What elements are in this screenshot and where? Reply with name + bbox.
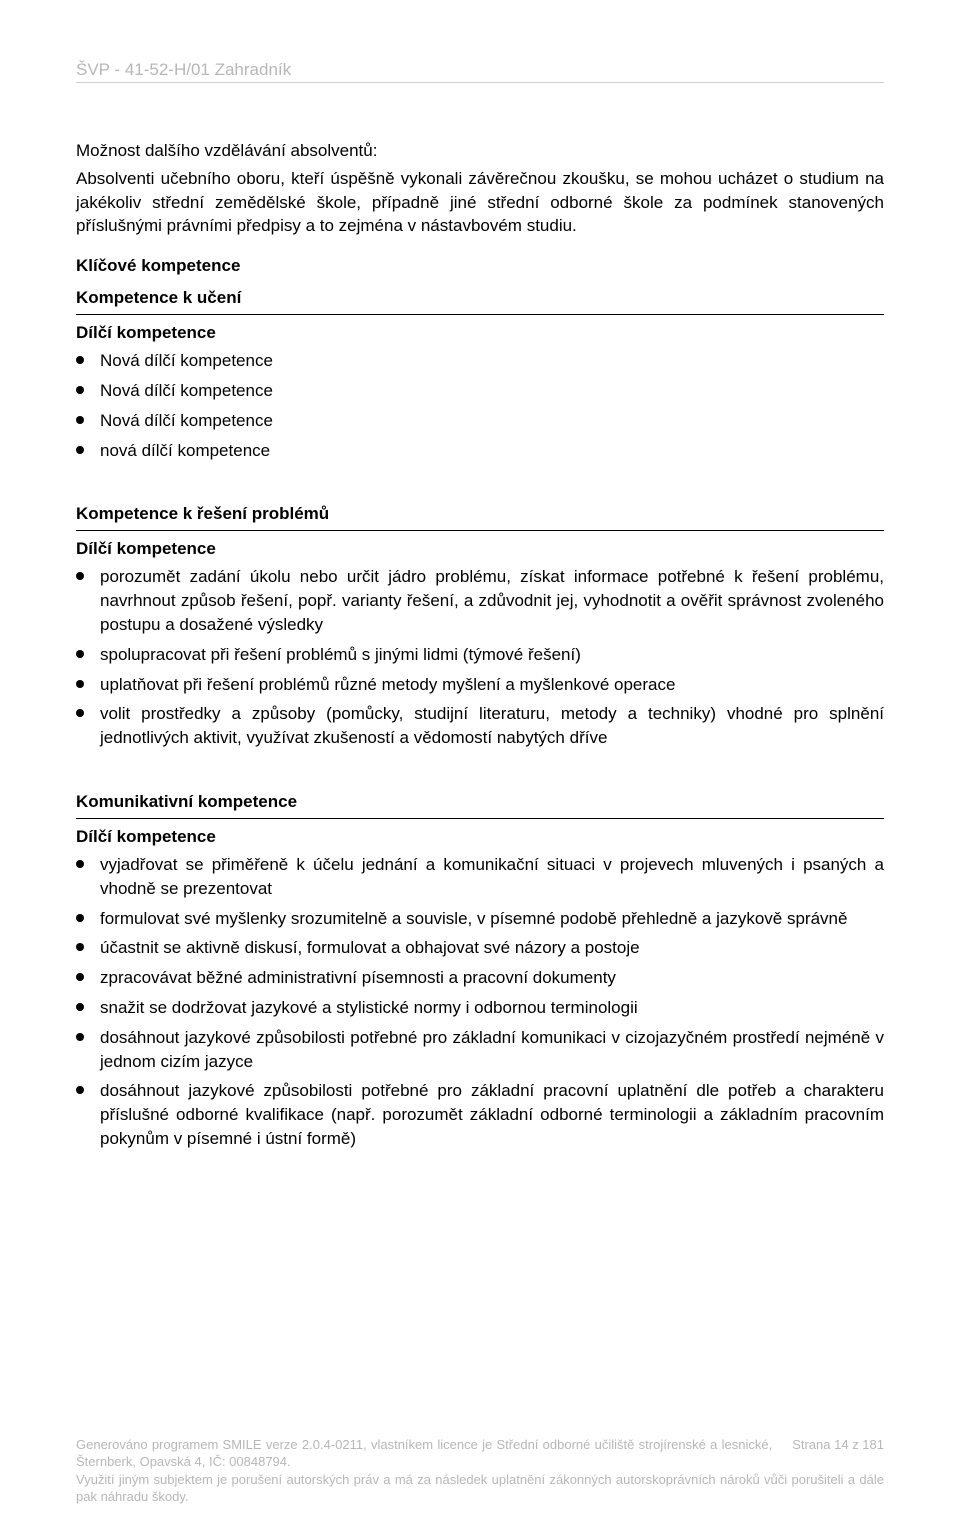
list-item: Nová dílčí kompetence — [76, 379, 884, 403]
list-item: Nová dílčí kompetence — [76, 349, 884, 373]
section2-rule — [76, 530, 884, 531]
list-item: formulovat své myšlenky srozumitelně a s… — [76, 907, 884, 931]
list-item: vyjadřovat se přiměřeně k účelu jednání … — [76, 853, 884, 901]
key-competence-heading: Klíčové kompetence — [76, 256, 884, 276]
list-item: snažit se dodržovat jazykové a stylistic… — [76, 996, 884, 1020]
page-footer: Generováno programem SMILE verze 2.0.4-0… — [76, 1436, 884, 1506]
section3-rule — [76, 818, 884, 819]
header-rule — [76, 82, 884, 83]
page-content: ŠVP - 41-52-H/01 Zahradník Možnost další… — [0, 0, 960, 1151]
list-item: účastnit se aktivně diskusí, formulovat … — [76, 936, 884, 960]
list-item: Nová dílčí kompetence — [76, 409, 884, 433]
list-item: porozumět zadání úkolu nebo určit jádro … — [76, 565, 884, 636]
page-number: Strana 14 z 181 — [792, 1436, 884, 1471]
section1-sub: Dílčí kompetence — [76, 323, 884, 343]
intro-heading: Možnost dalšího vzdělávání absolventů: — [76, 139, 884, 163]
list-item: dosáhnout jazykové způsobilosti potřebné… — [76, 1079, 884, 1150]
list-item: volit prostředky a způsoby (pomůcky, stu… — [76, 702, 884, 750]
intro-paragraph: Absolventi učebního oboru, kteří úspěšně… — [76, 167, 884, 238]
list-item: spolupracovat při řešení problémů s jiný… — [76, 643, 884, 667]
section2-sub: Dílčí kompetence — [76, 539, 884, 559]
list-item: dosáhnout jazykové způsobilosti potřebné… — [76, 1026, 884, 1074]
section2-title: Kompetence k řešení problémů — [76, 504, 884, 524]
footer-line1: Generováno programem SMILE verze 2.0.4-0… — [76, 1437, 772, 1470]
section1-title: Kompetence k učení — [76, 288, 884, 308]
section2-list: porozumět zadání úkolu nebo určit jádro … — [76, 565, 884, 750]
section3-list: vyjadřovat se přiměřeně k účelu jednání … — [76, 853, 884, 1151]
section1-rule — [76, 314, 884, 315]
list-item: nová dílčí kompetence — [76, 439, 884, 463]
section1-list: Nová dílčí kompetence Nová dílčí kompete… — [76, 349, 884, 462]
list-item: uplatňovat při řešení problémů různé met… — [76, 673, 884, 697]
section3-sub: Dílčí kompetence — [76, 827, 884, 847]
list-item: zpracovávat běžné administrativní písemn… — [76, 966, 884, 990]
footer-line2: Využití jiným subjektem je porušení auto… — [76, 1471, 884, 1506]
section3-title: Komunikativní kompetence — [76, 792, 884, 812]
doc-header: ŠVP - 41-52-H/01 Zahradník — [76, 60, 884, 80]
